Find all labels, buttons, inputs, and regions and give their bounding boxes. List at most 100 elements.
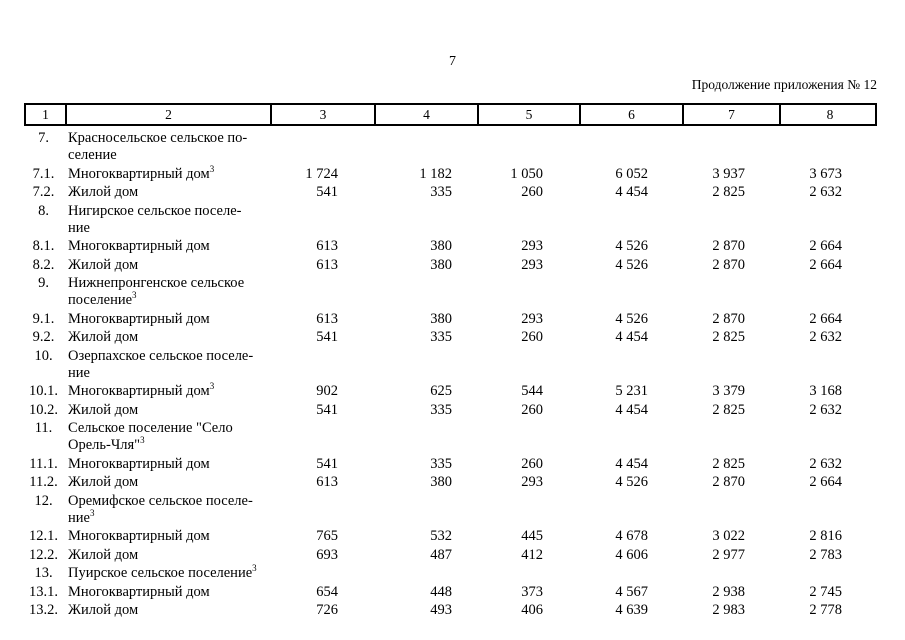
value-cell: 4 454 bbox=[615, 401, 648, 418]
value-cell bbox=[680, 493, 777, 527]
value-cell: 532 bbox=[430, 528, 452, 544]
value-cell bbox=[268, 565, 372, 582]
value-cell: 4 526 bbox=[615, 310, 648, 327]
table-row: 13.1. Многоквартирный дом 654 448 373 4 567 2 … bbox=[24, 584, 877, 601]
value-cell: 335 bbox=[430, 401, 452, 418]
table-row: 9.2. Жилой дом 541 335 260 4 454 2 825 2 632 bbox=[24, 329, 877, 346]
table-row: 10.1. Многоквартирный дом3 902 625 544 5 231 3… bbox=[24, 381, 877, 400]
row-label: Жилой дом bbox=[68, 602, 139, 618]
value-cell: 4 678 bbox=[615, 528, 648, 544]
row-label: Многоквартирный дом bbox=[68, 310, 210, 327]
row-number: 12.1. bbox=[29, 528, 58, 544]
header-cell: 7 bbox=[682, 105, 779, 124]
value-cell: 726 bbox=[316, 602, 338, 618]
table-row: 12.2. Жилой дом 693 487 412 4 606 2 977 2 783 bbox=[24, 547, 877, 564]
value-cell: 380 bbox=[430, 310, 452, 327]
value-cell bbox=[475, 565, 577, 582]
row-number: 13.2. bbox=[29, 602, 58, 618]
table-row: 7.1. Многоквартирный дом3 1 724 1 182 1 050 6… bbox=[24, 164, 877, 183]
value-cell bbox=[268, 420, 372, 454]
row-label: Жилой дом bbox=[68, 546, 139, 563]
value-cell: 4 606 bbox=[615, 546, 648, 563]
row-label: Жилой дом bbox=[68, 329, 139, 345]
header-cell: 2 bbox=[65, 105, 270, 124]
value-cell bbox=[268, 275, 372, 309]
value-cell: 613 bbox=[316, 256, 338, 273]
row-number: 10. bbox=[34, 347, 53, 364]
row-number: 11.2. bbox=[29, 474, 58, 490]
row-label: Оремифское сельское поселе-ние3 bbox=[68, 492, 253, 526]
value-cell: 2 870 bbox=[712, 256, 745, 273]
value-cell bbox=[577, 493, 680, 527]
value-cell: 765 bbox=[316, 528, 338, 544]
row-number: 12.2. bbox=[29, 546, 58, 563]
row-number: 8.2. bbox=[32, 256, 55, 273]
value-cell: 448 bbox=[430, 583, 452, 600]
value-cell: 2 870 bbox=[712, 310, 745, 327]
value-cell: 544 bbox=[521, 383, 543, 399]
value-cell: 380 bbox=[430, 474, 452, 490]
value-cell bbox=[372, 493, 475, 527]
value-cell bbox=[475, 348, 577, 382]
value-cell: 2 778 bbox=[809, 602, 842, 618]
value-cell: 3 673 bbox=[809, 165, 842, 182]
footnote-marker: 3 bbox=[209, 381, 215, 392]
value-cell: 487 bbox=[430, 546, 452, 563]
value-cell bbox=[777, 420, 877, 454]
row-label: Жилой дом bbox=[68, 474, 139, 490]
value-cell bbox=[372, 203, 475, 237]
value-cell bbox=[680, 130, 777, 164]
footnote-marker: 3 bbox=[252, 563, 257, 574]
row-label: Сельское поселение "Село Орель-Чля"3 bbox=[68, 420, 233, 453]
value-cell: 2 870 bbox=[712, 238, 745, 254]
row-number: 11.1. bbox=[29, 455, 58, 472]
value-cell: 2 664 bbox=[809, 256, 842, 273]
value-cell: 412 bbox=[521, 546, 543, 563]
value-cell bbox=[372, 275, 475, 309]
value-cell: 2 745 bbox=[809, 583, 842, 600]
value-cell: 4 526 bbox=[615, 238, 648, 254]
value-cell bbox=[777, 493, 877, 527]
value-cell bbox=[777, 348, 877, 382]
value-cell: 541 bbox=[316, 329, 338, 345]
value-cell bbox=[268, 130, 372, 164]
row-label: Жилой дом bbox=[68, 401, 139, 418]
header-cell: 1 bbox=[42, 107, 49, 122]
value-cell: 260 bbox=[521, 455, 543, 472]
row-number: 10.1. bbox=[29, 383, 58, 399]
value-cell bbox=[268, 203, 372, 237]
row-number: 13.1. bbox=[29, 583, 58, 600]
value-cell: 2 632 bbox=[809, 329, 842, 345]
value-cell: 2 825 bbox=[712, 455, 745, 472]
row-number: 7.1. bbox=[32, 165, 55, 182]
row-number: 11. bbox=[34, 420, 53, 436]
value-cell bbox=[475, 420, 577, 454]
row-number: 7. bbox=[38, 130, 49, 146]
value-cell: 2 825 bbox=[712, 401, 745, 418]
row-number: 9.1. bbox=[32, 310, 55, 327]
value-cell: 380 bbox=[430, 238, 452, 254]
value-cell: 625 bbox=[430, 383, 452, 399]
row-number: 12. bbox=[34, 492, 53, 509]
value-cell: 2 632 bbox=[809, 184, 842, 200]
value-cell bbox=[372, 348, 475, 382]
table-body: 7. Красносельское сельское по-селение 7.1.… bbox=[24, 130, 877, 619]
row-number: 9. bbox=[38, 275, 49, 291]
value-cell: 2 664 bbox=[809, 310, 842, 327]
value-cell: 2 664 bbox=[809, 238, 842, 254]
header-cell: 6 bbox=[579, 105, 682, 124]
value-cell: 493 bbox=[430, 602, 452, 618]
table-row: 10.2. Жилой дом 541 335 260 4 454 2 825 2 632 bbox=[24, 402, 877, 419]
row-number: 8. bbox=[38, 202, 49, 219]
table-row: 9.1. Многоквартирный дом 613 380 293 4 526 2 8… bbox=[24, 311, 877, 328]
row-number: 13. bbox=[34, 565, 53, 581]
header-cell: 8 bbox=[779, 105, 879, 124]
value-cell bbox=[475, 275, 577, 309]
value-cell: 693 bbox=[316, 546, 338, 563]
value-cell bbox=[268, 348, 372, 382]
value-cell bbox=[680, 565, 777, 582]
row-label: Многоквартирный дом bbox=[68, 528, 210, 544]
row-label: Нижнепронгенское сельское поселение3 bbox=[68, 275, 245, 308]
value-cell bbox=[680, 203, 777, 237]
value-cell: 541 bbox=[316, 455, 338, 472]
